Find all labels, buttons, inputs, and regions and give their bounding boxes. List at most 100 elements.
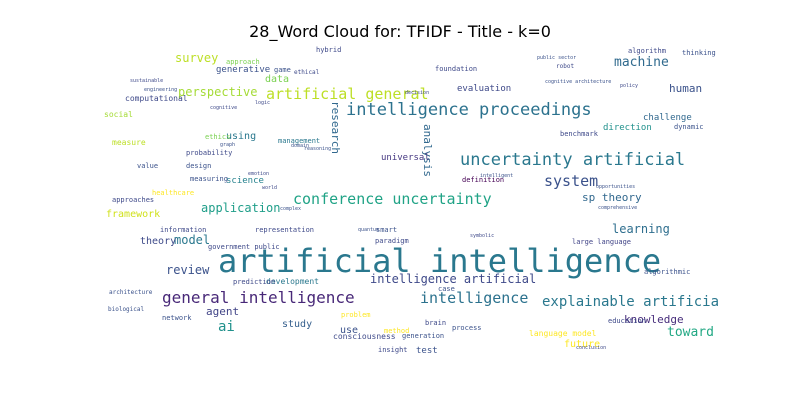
word-cloud-word: symbolic (470, 233, 495, 239)
word-cloud-word: representation (255, 226, 315, 234)
word-cloud-word: artificial general (266, 85, 429, 103)
word-cloud-word: cognitive (210, 105, 238, 111)
word-cloud-word: information (160, 226, 207, 234)
word-cloud-word: quantum (358, 227, 380, 233)
word-cloud-word: government public (208, 243, 280, 251)
word-cloud-word: definition (462, 176, 505, 184)
word-cloud-word: process (452, 324, 482, 332)
word-cloud-word: science (226, 176, 264, 186)
word-cloud-word: data (265, 74, 290, 85)
word-cloud-word: social (104, 110, 133, 119)
word-cloud-word: consciousness (333, 332, 396, 341)
word-cloud-word: intelligence proceedings (346, 100, 592, 120)
word-cloud-word: decision (405, 90, 430, 96)
word-cloud-word: conclusion (576, 345, 607, 351)
word-cloud-word: learning (612, 222, 670, 236)
word-cloud-word: ai (218, 319, 235, 335)
word-cloud-word: direction (603, 123, 652, 133)
word-cloud-word: graph (220, 142, 236, 148)
word-cloud-word: engineering (144, 87, 178, 93)
word-cloud-word: system (544, 172, 599, 190)
word-cloud-word: probability (186, 149, 233, 157)
word-cloud-word: large language (572, 238, 632, 246)
word-cloud-word: logic (255, 100, 271, 106)
word-cloud-word: model (174, 233, 211, 247)
word-cloud-word: biological (108, 306, 145, 313)
word-cloud-word: thinking (682, 49, 716, 57)
word-cloud-word: measuring (190, 175, 228, 183)
word-cloud-word: agent (206, 305, 240, 318)
word-cloud-word: knowledge (624, 313, 684, 326)
word-cloud-word: use (340, 325, 359, 336)
word-cloud-word: case (438, 285, 455, 293)
word-cloud-word: intelligence artificial (370, 272, 537, 286)
word-cloud-word: using (226, 131, 257, 142)
word-cloud-word: opportunities (596, 184, 636, 190)
word-cloud-word: universal (381, 153, 430, 163)
word-cloud-word: framework (106, 209, 161, 220)
word-cloud-word: computational (125, 94, 188, 103)
word-cloud-word: architecture (109, 289, 153, 296)
word-cloud-word: problem (341, 311, 371, 319)
word-cloud-word: value (137, 162, 159, 170)
word-cloud-word: theory (140, 236, 177, 247)
word-cloud-word: review (166, 263, 210, 277)
chart-title: 28_Word Cloud for: TFIDF - Title - k=0 (249, 22, 551, 41)
word-cloud-word: development (266, 277, 319, 286)
word-cloud-word: generation (402, 332, 445, 340)
word-cloud-word: complex (280, 206, 302, 212)
word-cloud-word: public sector (537, 55, 577, 61)
word-cloud-word: intelligence (420, 289, 529, 307)
word-cloud-word: paradigm (375, 237, 409, 245)
word-cloud-word: approaches (112, 196, 155, 204)
word-cloud-word: sp theory (582, 191, 642, 204)
word-cloud-word: education (608, 317, 646, 325)
word-cloud-word: measure (112, 138, 146, 147)
word-cloud-word: intelligent (480, 173, 514, 179)
word-cloud-word: general intelligence (162, 288, 355, 307)
word-cloud-word: sustainable (130, 78, 164, 84)
word-cloud-word: method (384, 327, 410, 335)
word-cloud-word: hybrid (316, 46, 342, 54)
word-cloud-word: world (262, 185, 278, 191)
word-cloud-word: brain (425, 319, 447, 327)
word-cloud: artificial intelligence intelligence proc… (100, 42, 720, 360)
word-cloud-word: future (564, 339, 601, 350)
word-cloud-word: policy (620, 83, 639, 89)
word-cloud-word: emotion (248, 171, 270, 177)
word-cloud-word: cognitive architecture (545, 79, 612, 85)
word-cloud-word: healthcare (152, 189, 195, 197)
word-cloud-word: conference uncertainty (293, 190, 492, 208)
word-cloud-word: test (416, 346, 438, 356)
word-cloud-word: human (669, 82, 703, 95)
word-cloud-word: artificial intelligence (218, 242, 662, 280)
word-cloud-word: algorithm (628, 47, 666, 55)
word-cloud-word: algorithmic (644, 268, 691, 276)
word-cloud-word: generative (216, 65, 271, 75)
word-cloud-word: language model (529, 329, 597, 338)
word-cloud-word: dynamic (674, 123, 704, 131)
word-cloud-word: robot (556, 63, 575, 70)
word-cloud-word: explainable artificial (542, 294, 720, 310)
word-cloud-word: management (278, 137, 321, 145)
word-cloud-word: smart (376, 226, 398, 234)
word-cloud-word: uncertainty artificial (460, 150, 686, 170)
word-cloud-word: challenge (643, 113, 692, 123)
word-cloud-word: comprehensive (598, 205, 638, 211)
word-cloud-word: design (186, 162, 212, 170)
word-cloud-word: insight (378, 346, 408, 354)
word-cloud-word: analysis (421, 124, 434, 177)
word-cloud-word: foundation (435, 65, 478, 73)
word-cloud-word: approach (226, 58, 260, 66)
word-cloud-word: machine (614, 55, 669, 70)
word-cloud-word: study (282, 319, 313, 330)
word-cloud-word: ethics (205, 133, 231, 141)
word-cloud-word: ethical (294, 69, 320, 76)
word-cloud-word: research (329, 101, 342, 154)
word-cloud-word: benchmark (560, 130, 598, 138)
word-cloud-word: network (162, 314, 192, 322)
word-cloud-word: game (274, 66, 291, 74)
word-cloud-word: perspective (178, 85, 258, 99)
word-cloud-word: application (201, 201, 281, 215)
word-cloud-word: evaluation (457, 84, 512, 94)
